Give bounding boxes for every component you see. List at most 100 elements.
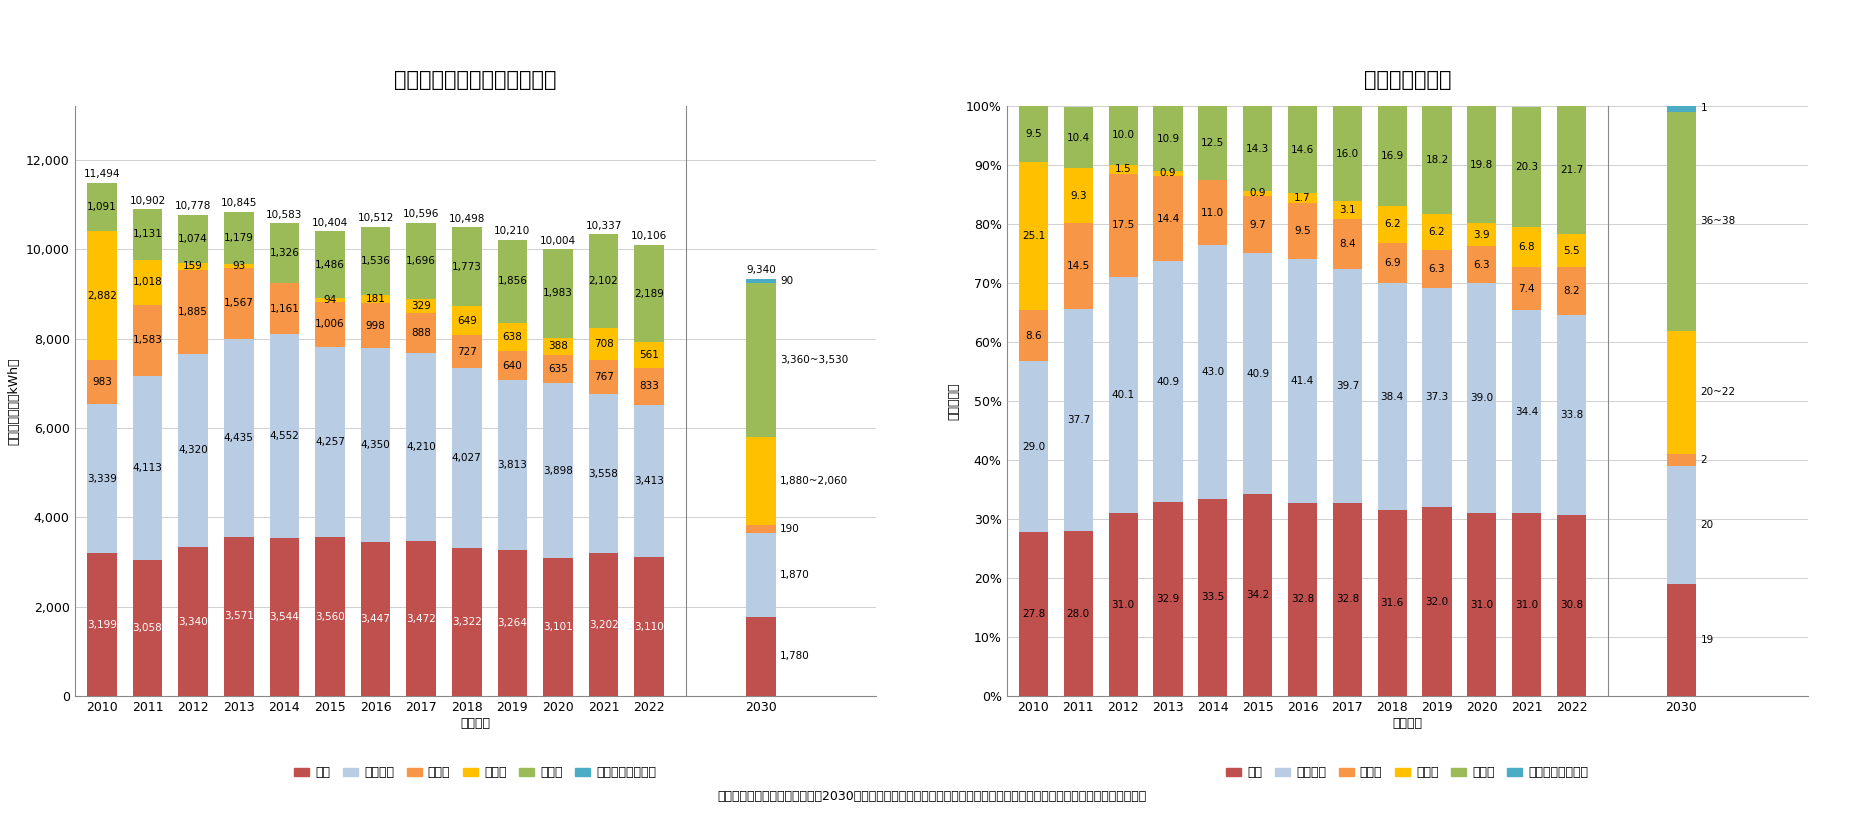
Text: 708: 708 xyxy=(595,339,613,349)
Bar xyxy=(132,209,162,260)
Text: 6.8: 6.8 xyxy=(1519,242,1536,251)
Text: 3,413: 3,413 xyxy=(634,476,664,486)
Text: 8.4: 8.4 xyxy=(1338,239,1355,249)
Bar xyxy=(1467,247,1497,283)
Bar xyxy=(1377,283,1407,509)
Bar xyxy=(406,223,436,299)
Text: 833: 833 xyxy=(639,381,660,391)
Text: 2,102: 2,102 xyxy=(589,276,619,287)
Bar xyxy=(1199,180,1227,245)
Text: 10,902: 10,902 xyxy=(129,196,166,206)
Bar xyxy=(1422,106,1452,214)
Bar xyxy=(1422,214,1452,251)
Text: 25.1: 25.1 xyxy=(1021,232,1046,242)
Bar xyxy=(589,553,619,696)
Text: 640: 640 xyxy=(503,360,522,371)
Bar xyxy=(1556,514,1586,696)
Text: 10.4: 10.4 xyxy=(1066,133,1090,143)
Text: 10.9: 10.9 xyxy=(1156,133,1180,143)
Text: 3,898: 3,898 xyxy=(542,465,572,476)
Y-axis label: 電源構成比: 電源構成比 xyxy=(947,382,960,420)
Text: 2: 2 xyxy=(1700,455,1707,465)
Bar xyxy=(1377,242,1407,283)
Bar xyxy=(1154,261,1182,502)
Bar xyxy=(179,215,209,263)
Bar xyxy=(498,240,528,323)
Text: 4,435: 4,435 xyxy=(224,432,254,442)
Text: 1: 1 xyxy=(1700,102,1707,113)
Text: 10,583: 10,583 xyxy=(267,210,302,219)
Text: 20: 20 xyxy=(1700,520,1713,530)
Text: 33.5: 33.5 xyxy=(1200,592,1225,603)
Bar xyxy=(406,314,436,353)
Text: 29.0: 29.0 xyxy=(1021,441,1046,452)
Bar xyxy=(1109,514,1137,696)
Bar xyxy=(1243,196,1273,253)
Text: 1.5: 1.5 xyxy=(1115,165,1131,174)
Bar xyxy=(315,347,345,537)
Text: 10,004: 10,004 xyxy=(541,236,576,246)
Text: 3,110: 3,110 xyxy=(634,622,664,631)
Text: 10,106: 10,106 xyxy=(632,231,667,241)
Text: 19: 19 xyxy=(1700,635,1713,645)
Title: 電源種別の発電電力量の推移: 電源種別の発電電力量の推移 xyxy=(393,70,557,89)
Bar xyxy=(451,548,481,696)
Text: 998: 998 xyxy=(365,320,386,331)
Text: 4,350: 4,350 xyxy=(360,440,390,450)
Text: 159: 159 xyxy=(183,261,203,271)
Bar xyxy=(406,353,436,541)
Text: 4,257: 4,257 xyxy=(315,437,345,447)
Text: 9.5: 9.5 xyxy=(1025,129,1042,139)
Text: 767: 767 xyxy=(593,372,613,382)
Text: 1,006: 1,006 xyxy=(315,319,345,329)
Bar xyxy=(1512,267,1542,310)
Bar xyxy=(1288,503,1318,696)
Text: 3,558: 3,558 xyxy=(589,468,619,478)
Bar xyxy=(1666,466,1696,584)
Bar xyxy=(1556,234,1586,267)
Text: 190: 190 xyxy=(781,524,800,534)
Bar xyxy=(88,183,117,232)
Bar xyxy=(1154,170,1182,176)
Text: 90: 90 xyxy=(781,276,794,286)
Text: 3,058: 3,058 xyxy=(132,622,162,633)
Bar xyxy=(362,227,390,295)
Text: 4,113: 4,113 xyxy=(132,463,162,473)
Bar xyxy=(362,295,390,303)
Bar xyxy=(406,299,436,314)
Text: 1.7: 1.7 xyxy=(1294,192,1310,202)
Text: 1,536: 1,536 xyxy=(360,256,390,266)
Text: ＜出典＞エネルギー需給実績、2030年度におけるエネルギー需給の見通し（関連資料）　（資源エネルギー庁）を基に作成: ＜出典＞エネルギー需給実績、2030年度におけるエネルギー需給の見通し（関連資料… xyxy=(718,790,1146,803)
Text: 4,552: 4,552 xyxy=(270,431,300,441)
Bar xyxy=(132,559,162,696)
Text: 14.3: 14.3 xyxy=(1245,143,1269,154)
Bar xyxy=(1154,176,1182,261)
Bar xyxy=(1333,219,1363,269)
Text: 43.0: 43.0 xyxy=(1200,367,1225,377)
Bar xyxy=(1333,106,1363,201)
Bar xyxy=(224,265,254,269)
Bar xyxy=(1467,224,1497,247)
Bar xyxy=(498,380,528,550)
Text: 3,202: 3,202 xyxy=(589,620,619,630)
Text: 1,091: 1,091 xyxy=(88,202,117,212)
X-axis label: （年度）: （年度） xyxy=(460,717,490,730)
Bar xyxy=(362,542,390,696)
Text: 10,337: 10,337 xyxy=(585,221,623,231)
Bar xyxy=(362,303,390,348)
Text: 10,596: 10,596 xyxy=(403,209,440,219)
Text: 4,320: 4,320 xyxy=(179,446,209,455)
Text: 1,486: 1,486 xyxy=(315,260,345,269)
Bar xyxy=(634,405,664,557)
Y-axis label: 発電電力量（億kWh）: 発電電力量（億kWh） xyxy=(7,358,21,445)
Text: 9.5: 9.5 xyxy=(1294,225,1310,236)
Bar xyxy=(542,355,572,383)
Text: 31.0: 31.0 xyxy=(1111,600,1135,610)
Bar xyxy=(1109,106,1137,165)
Bar xyxy=(589,234,619,328)
Bar xyxy=(1333,503,1363,696)
Bar xyxy=(270,334,298,538)
Text: 30.8: 30.8 xyxy=(1560,600,1583,610)
Bar xyxy=(1064,107,1092,169)
Title: 電源構成の推移: 電源構成の推移 xyxy=(1364,70,1450,89)
